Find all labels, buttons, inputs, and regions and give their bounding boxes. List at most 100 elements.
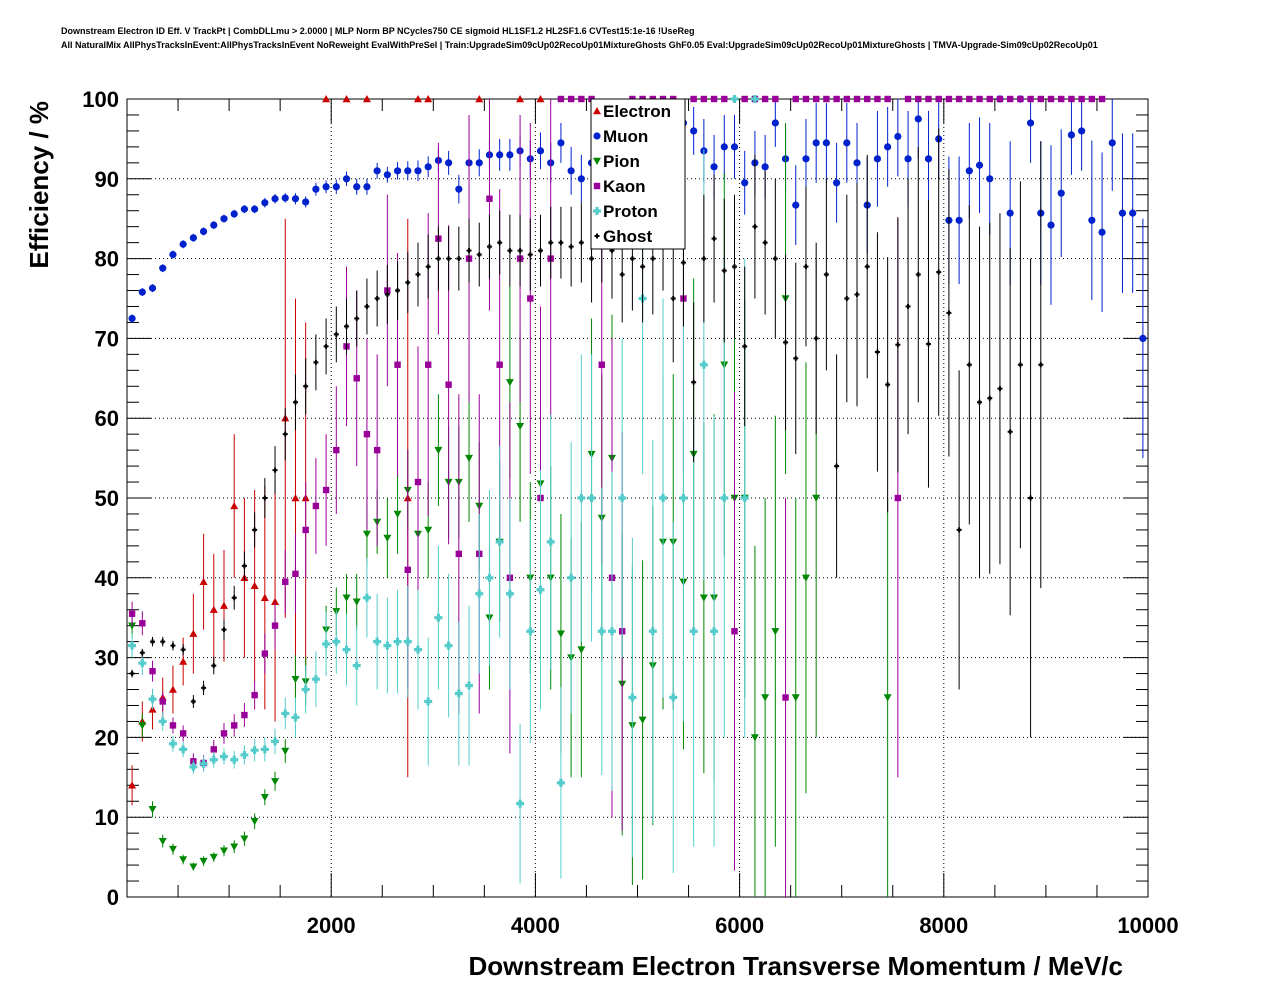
ghost-marker — [874, 349, 880, 355]
kaon-point — [1027, 95, 1034, 103]
x-tick-label: 4000 — [511, 913, 560, 938]
ghost-point — [129, 669, 135, 678]
ghost-marker — [517, 248, 523, 254]
kaon-marker — [1088, 95, 1096, 103]
proton-marker — [352, 661, 361, 670]
proton-point — [567, 442, 576, 714]
proton-point — [301, 665, 310, 714]
proton-marker — [189, 762, 198, 771]
proton-marker — [587, 494, 596, 502]
proton-point — [383, 597, 392, 694]
ghost-point — [925, 200, 931, 488]
proton-point — [219, 748, 228, 765]
ghost-point — [374, 270, 380, 327]
ghost-point — [834, 354, 840, 578]
ghost-point — [844, 194, 850, 403]
kaon-point — [833, 95, 840, 103]
pion-marker — [342, 594, 351, 602]
ghost-marker — [384, 292, 390, 298]
ghost-point — [966, 205, 972, 525]
muon-point — [771, 99, 779, 147]
kaon-marker — [986, 95, 993, 103]
proton-point — [475, 513, 484, 674]
ghost-point — [946, 169, 952, 457]
kaon-point — [271, 601, 279, 650]
ghost-point — [303, 358, 309, 415]
muon-point — [567, 146, 575, 195]
ghost-marker — [548, 240, 554, 246]
ghost-marker — [977, 399, 983, 405]
muon-point — [1108, 99, 1116, 191]
muon-marker — [302, 198, 310, 206]
muon-marker — [332, 183, 340, 191]
proton-point — [546, 414, 555, 670]
proton-point — [495, 446, 504, 638]
kaon-point — [731, 391, 738, 871]
ghost-marker — [885, 382, 891, 388]
pion-marker — [209, 853, 218, 862]
pion-marker — [199, 857, 208, 866]
kaon-marker — [312, 502, 320, 510]
ghost-point — [793, 262, 799, 455]
ghost-marker — [425, 264, 431, 270]
kaon-point — [261, 633, 269, 674]
kaon-marker — [761, 95, 769, 103]
kaon-marker — [404, 566, 411, 574]
electron-point — [536, 95, 545, 103]
kaon-marker — [1017, 95, 1024, 103]
muon-point — [955, 156, 963, 285]
ghost-marker — [721, 268, 727, 274]
electron-marker — [209, 605, 218, 613]
kaon-marker — [445, 381, 452, 388]
ghost-point — [711, 174, 717, 303]
kaon-marker — [302, 526, 309, 534]
muon-point — [1098, 152, 1106, 313]
muon-point — [822, 102, 830, 183]
proton-point — [158, 711, 167, 732]
ghost-marker — [507, 248, 513, 254]
pion-marker — [352, 598, 361, 606]
kaon-point — [1047, 95, 1055, 103]
muon-point — [332, 179, 340, 194]
ghost-marker — [150, 639, 156, 645]
muon-point — [506, 138, 514, 171]
proton-marker — [659, 494, 668, 502]
pion-point — [260, 789, 269, 806]
pion-marker — [250, 817, 259, 826]
ghost-marker — [476, 252, 482, 258]
kaon-point — [302, 482, 309, 578]
proton-point — [291, 697, 300, 738]
muon-point — [730, 114, 739, 179]
electron-marker — [219, 601, 228, 609]
ghost-point — [507, 214, 513, 287]
pion-marker — [128, 622, 137, 630]
grid — [127, 99, 1148, 897]
proton-marker — [699, 360, 708, 369]
proton-marker — [332, 637, 341, 646]
kaon-marker — [782, 694, 789, 701]
proton-point — [750, 95, 759, 103]
ghost-marker — [629, 256, 635, 262]
muon-point — [1129, 133, 1137, 293]
muon-point — [1118, 133, 1127, 293]
ghost-marker — [966, 362, 972, 368]
muon-point — [975, 117, 984, 214]
ghost-marker — [915, 272, 921, 278]
ghost-point — [160, 636, 166, 647]
pion-marker — [638, 716, 647, 724]
proton-marker — [444, 641, 453, 650]
electron-marker — [260, 593, 269, 601]
electron-marker — [199, 577, 208, 585]
muon-marker — [159, 264, 167, 272]
ghost-point — [772, 178, 778, 339]
muon-marker — [271, 195, 279, 203]
ghost-marker — [1007, 429, 1013, 435]
ghost-marker — [711, 236, 717, 242]
muon-point — [199, 227, 208, 236]
muon-marker — [1129, 209, 1137, 217]
pion-marker — [883, 694, 892, 702]
kaon-marker — [1006, 95, 1014, 103]
ghost-point — [987, 222, 993, 574]
legend-marker-electron — [593, 107, 601, 115]
ghost-marker — [364, 303, 370, 309]
